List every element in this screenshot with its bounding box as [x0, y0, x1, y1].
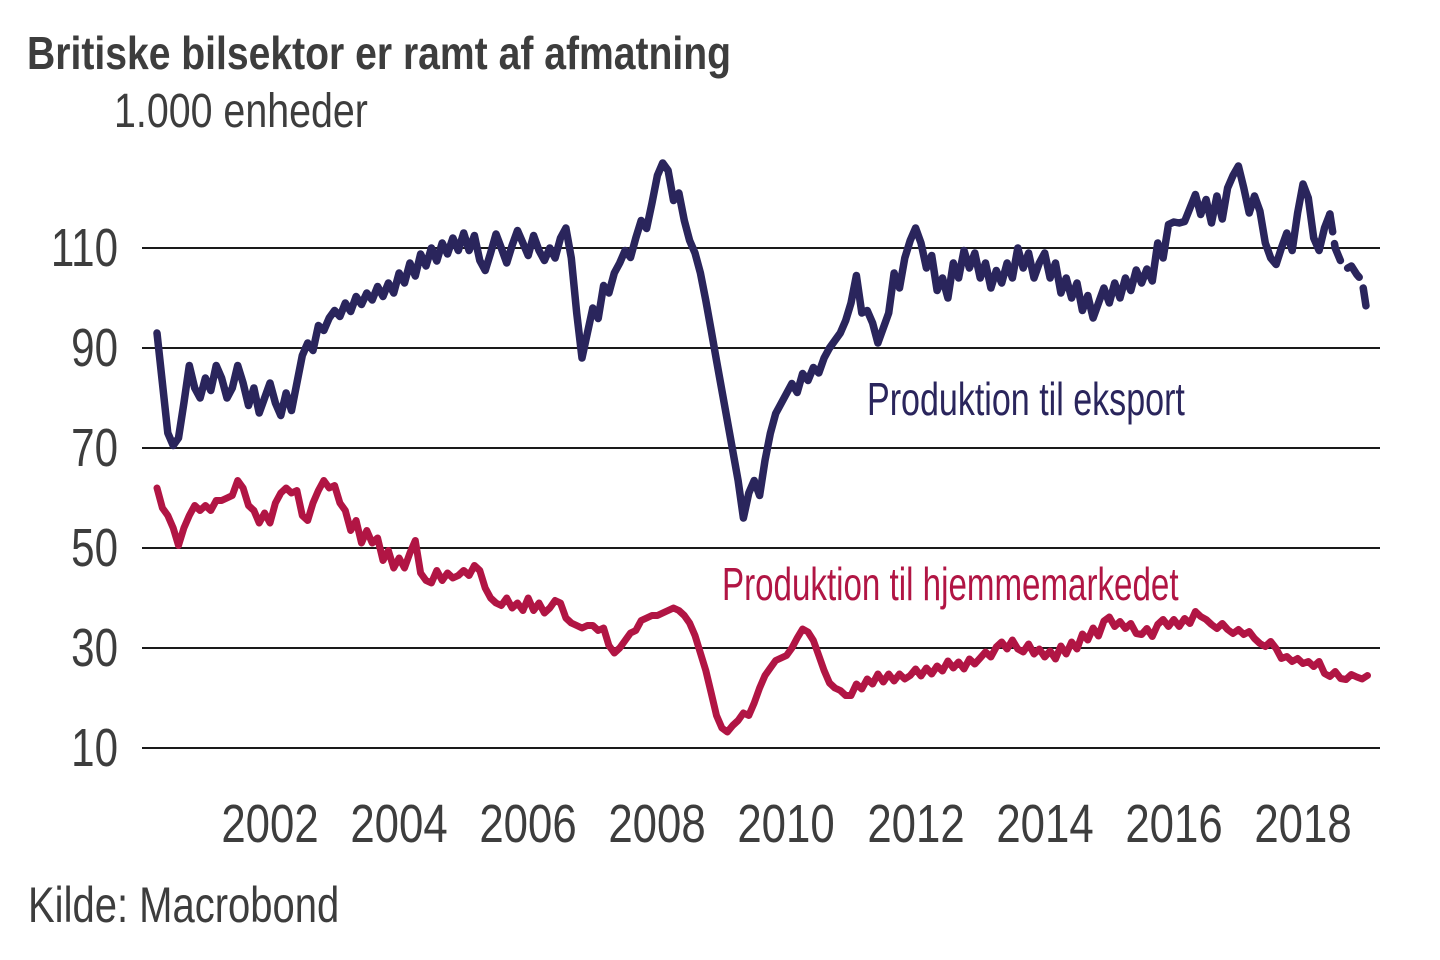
x-tick-label: 2010	[737, 794, 836, 854]
y-tick-label: 110	[50, 218, 118, 278]
y-tick-label: 30	[71, 618, 118, 678]
y-tick-label: 90	[71, 318, 118, 378]
source-label: Kilde: Macrobond	[28, 877, 340, 933]
x-tick-label: 2008	[608, 794, 707, 854]
x-tick-label: 2004	[350, 794, 448, 854]
hjemmemarked-line	[153, 477, 1371, 736]
series-label-eksport: Produktion til eksport	[867, 373, 1185, 425]
chart-title: Britiske bilsektor er ramt af afmatning	[27, 27, 732, 79]
eksport-line-dashed	[1326, 210, 1372, 320]
eksport-line	[153, 159, 1334, 522]
x-tick-label: 2018	[1254, 794, 1352, 854]
series-label-hjemmemarked: Produktion til hjemmemarkedet	[722, 558, 1179, 610]
x-tick-label: 2014	[996, 794, 1094, 854]
x-tick-label: 2016	[1125, 794, 1223, 854]
y-tick-label: 70	[71, 418, 118, 478]
x-tick-label: 2002	[221, 794, 319, 854]
chart-unit-label: 1.000 enheder	[114, 85, 368, 138]
y-tick-label: 10	[71, 718, 118, 778]
x-tick-label: 2006	[479, 794, 577, 854]
x-tick-label: 2012	[866, 794, 965, 854]
y-tick-label: 50	[71, 518, 118, 578]
